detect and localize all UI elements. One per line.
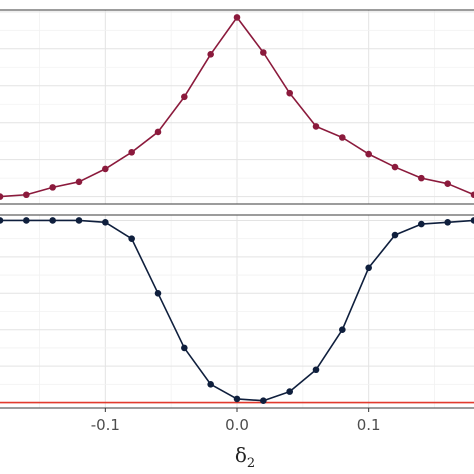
bottom-data-point (260, 397, 267, 405)
bottom-data-point (102, 218, 109, 226)
top-data-point (154, 128, 162, 136)
top-data-point (444, 180, 451, 187)
top-series (0, 14, 474, 200)
bottom-data-point (391, 231, 399, 239)
top-data-point (207, 51, 214, 58)
bottom-data-point (312, 366, 320, 374)
bottom-series (0, 217, 474, 405)
top-data-point (75, 178, 83, 186)
x-axis-title-symbol: δ (235, 443, 247, 467)
x-axis-title-subscript: 2 (247, 456, 255, 471)
x-tick-label: 0.0 (225, 416, 249, 434)
x-tick-label: 0.1 (357, 416, 381, 434)
bottom-data-point (418, 220, 425, 228)
top-data-point (23, 191, 30, 199)
top-data-point (0, 193, 4, 200)
bottom-data-point (154, 289, 162, 297)
top-data-point (233, 14, 241, 21)
top-data-point (260, 49, 267, 56)
bottom-data-point (470, 217, 474, 224)
top-panel-grid (0, 10, 474, 204)
top-data-point (128, 148, 135, 156)
bottom-panel (0, 214, 474, 409)
bottom-data-point (0, 217, 4, 224)
top-data-point (391, 163, 399, 171)
top-data-point (102, 165, 109, 173)
top-data-point (312, 123, 320, 130)
bottom-data-point (444, 218, 451, 226)
bottom-data-point (49, 217, 56, 224)
top-data-point (365, 150, 372, 158)
x-axis: -0.1 0.0 0.1 (91, 408, 381, 434)
bottom-data-point (23, 217, 30, 224)
top-panel-border (0, 9, 474, 205)
bottom-data-point (339, 326, 346, 334)
bottom-data-point (128, 235, 135, 242)
top-data-point (470, 191, 474, 199)
bottom-data-point (233, 395, 241, 403)
bottom-data-point (75, 217, 83, 224)
bottom-data-point (365, 264, 372, 272)
x-tick-label: -0.1 (91, 416, 120, 434)
bottom-data-point (286, 388, 293, 395)
top-data-point (339, 134, 346, 141)
bottom-data-point (181, 344, 188, 352)
top-data-point (418, 174, 425, 182)
top-panel (0, 9, 474, 205)
bottom-data-point (207, 381, 214, 388)
top-data-point (181, 93, 188, 101)
x-axis-title: δ2 (235, 443, 255, 471)
top-data-point (286, 89, 293, 97)
top-data-point (49, 184, 56, 191)
